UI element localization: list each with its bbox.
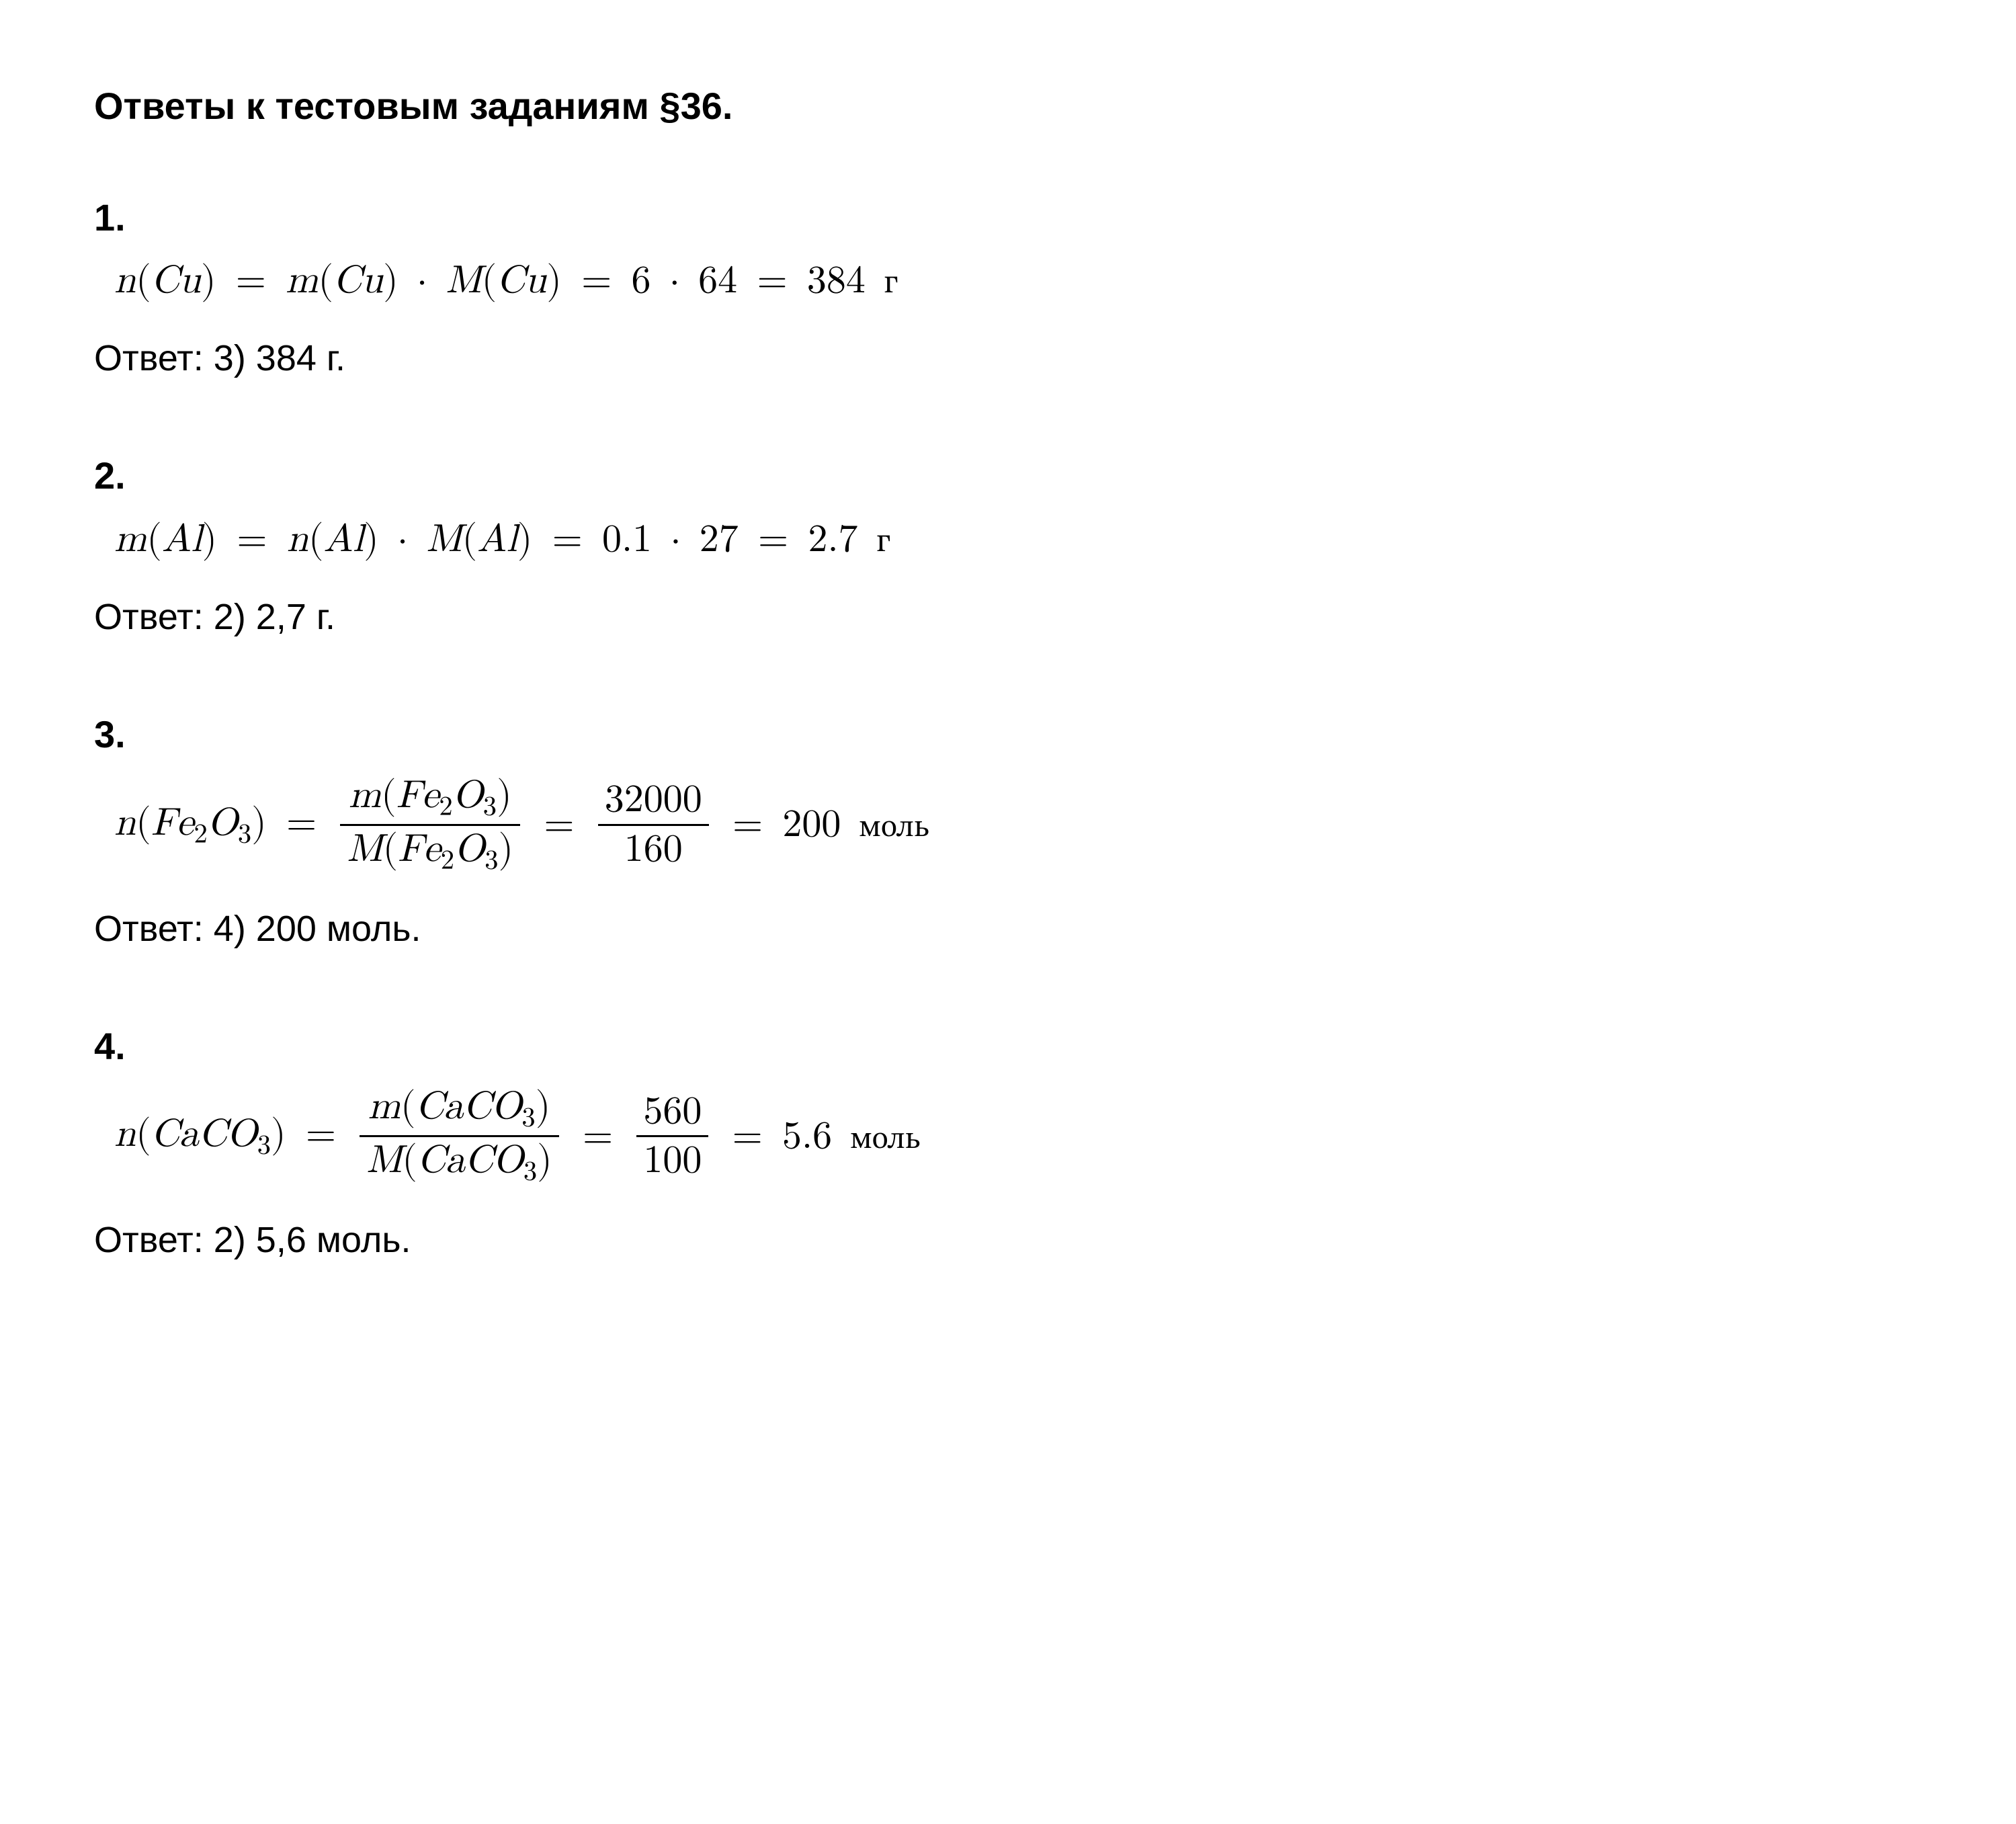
fn-n: n <box>114 261 136 300</box>
arg-fe: Fe <box>396 776 439 815</box>
fn-m: m <box>286 261 318 300</box>
arg-al: Al <box>162 520 202 559</box>
arg-o: O <box>454 830 485 869</box>
problem-1: 1. n(Cu) = m(Cu) · M(Cu) = 6 · 64 = 384 … <box>94 192 1922 384</box>
answer-line: Ответ: 2) 2,7 г. <box>94 593 1922 642</box>
fn-mm: M <box>426 520 462 559</box>
problem-number: 4. <box>94 1021 1922 1072</box>
sub-3: 3 <box>485 846 498 874</box>
answer-line: Ответ: 4) 200 моль. <box>94 905 1922 954</box>
unit: г <box>871 524 890 558</box>
calc-num: 560 <box>636 1088 708 1138</box>
fn-n: n <box>114 804 136 843</box>
problem-formula: m(Al) = n(Al) · M(Al) = 0.1 · 27 = 2.7 г <box>114 513 1922 566</box>
problem-3: 3. n(Fe2O3) = m(Fe2O3) M(Fe2O3) = 32000 … <box>94 709 1922 954</box>
arg-caco: CaCO <box>416 1087 522 1126</box>
result: 5.6 <box>782 1117 832 1156</box>
problem-2: 2. m(Al) = n(Al) · M(Al) = 0.1 · 27 = 2.… <box>94 450 1922 642</box>
sub-3: 3 <box>257 1132 271 1159</box>
answer-line: Ответ: 3) 384 г. <box>94 334 1922 383</box>
arg-o: O <box>453 776 483 815</box>
fn-m: m <box>114 520 146 559</box>
den-fn: M <box>347 830 382 869</box>
arg-fe: Fe <box>398 830 441 869</box>
sub-3: 3 <box>483 792 497 820</box>
calc-b: 27 <box>700 520 739 559</box>
unit: моль <box>845 1124 920 1155</box>
sub-3: 3 <box>521 1104 535 1132</box>
arg-caco: CaCO <box>417 1141 523 1180</box>
answer-line: Ответ: 2) 5,6 моль. <box>94 1216 1922 1265</box>
sub-2: 2 <box>194 820 207 847</box>
problem-formula: n(Fe2O3) = m(Fe2O3) M(Fe2O3) = 32000 160… <box>114 772 1922 878</box>
result: 384 <box>807 261 866 300</box>
num-fn: m <box>368 1087 401 1126</box>
problem-number: 2. <box>94 450 1922 501</box>
fraction-symbolic: m(Fe2O3) M(Fe2O3) <box>340 772 520 878</box>
sub-2: 2 <box>441 846 454 874</box>
arg-cu: Cu <box>497 261 546 300</box>
den-fn: M <box>366 1141 402 1180</box>
arg-al: Al <box>324 520 364 559</box>
fraction-numeric: 32000 160 <box>598 776 709 873</box>
problem-4: 4. n(CaCO3) = m(CaCO3) M(CaCO3) = 560 10… <box>94 1021 1922 1266</box>
problem-formula: n(Cu) = m(Cu) · M(Cu) = 6 · 64 = 384 г <box>114 255 1922 307</box>
problem-number: 3. <box>94 709 1922 760</box>
fn-n: n <box>114 1115 136 1154</box>
arg-al: Al <box>477 520 517 559</box>
calc-den: 160 <box>598 826 709 874</box>
sub-3: 3 <box>523 1158 537 1186</box>
result: 2.7 <box>808 520 857 559</box>
result: 200 <box>782 805 841 844</box>
calc-num: 32000 <box>598 776 709 826</box>
arg-o: O <box>208 804 238 843</box>
unit: г <box>878 265 898 299</box>
arg-cu: Cu <box>333 261 383 300</box>
problem-formula: n(CaCO3) = m(CaCO3) M(CaCO3) = 560 100 =… <box>114 1083 1922 1189</box>
calc-a: 0.1 <box>602 520 652 559</box>
calc-den: 100 <box>636 1137 708 1185</box>
calc-b: 64 <box>698 261 737 300</box>
sub-2: 2 <box>439 792 452 820</box>
page-title: Ответы к тестовым заданиям §36. <box>94 81 1922 132</box>
fraction-symbolic: m(CaCO3) M(CaCO3) <box>360 1083 559 1189</box>
fn-n: n <box>287 520 308 559</box>
arg-caco: CaCO <box>151 1115 257 1154</box>
problem-number: 1. <box>94 192 1922 243</box>
arg-fe: Fe <box>151 804 194 843</box>
arg-cu: Cu <box>151 261 201 300</box>
calc-a: 6 <box>631 261 650 300</box>
unit: моль <box>854 812 929 843</box>
num-fn: m <box>349 776 381 815</box>
sub-3: 3 <box>238 820 251 847</box>
fraction-numeric: 560 100 <box>636 1088 708 1185</box>
fn-mm: M <box>446 261 481 300</box>
